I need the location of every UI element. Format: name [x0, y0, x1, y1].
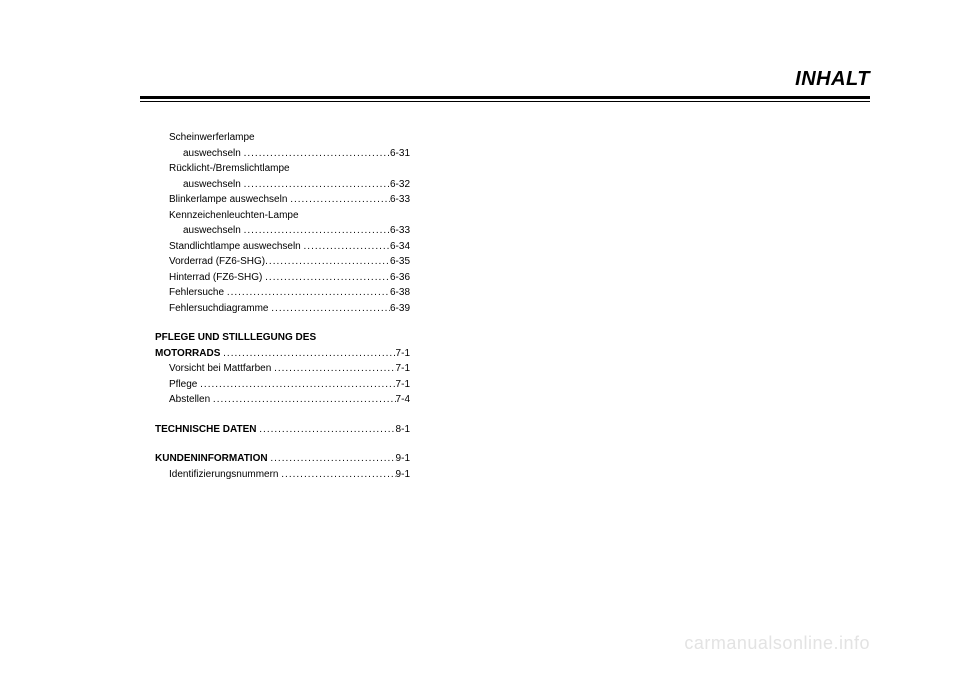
toc-label: Abstellen: [169, 392, 210, 408]
toc-dots: [223, 346, 395, 362]
header-rule-bottom: [140, 101, 870, 102]
toc-page: 6-34: [390, 239, 410, 255]
toc-page: 8-1: [396, 422, 410, 438]
toc-page: 9-1: [396, 451, 410, 467]
toc-page: 6-31: [390, 146, 410, 162]
toc-item: Kennzeichenleuchten-Lampe: [169, 208, 410, 224]
toc-page: 6-35: [390, 254, 410, 270]
toc-item: Abstellen 7-4: [169, 392, 410, 408]
toc-item-cont: auswechseln 6-32: [183, 177, 410, 193]
header-rule-top: [140, 96, 870, 99]
toc-label: auswechseln: [183, 146, 241, 162]
toc-page: 7-1: [396, 346, 410, 362]
toc-dots: [200, 377, 395, 393]
toc-item-cont: auswechseln 6-33: [183, 223, 410, 239]
toc-heading-label: MOTORRADS: [155, 346, 220, 362]
toc-page: 7-1: [396, 377, 410, 393]
toc-heading-label: PFLEGE UND STILLLEGUNG DES: [155, 330, 316, 346]
toc-item: Vorsicht bei Mattfarben 7-1: [169, 361, 410, 377]
toc-dots: [304, 239, 390, 255]
toc-item: Hinterrad (FZ6-SHG) 6-36: [169, 270, 410, 286]
toc-label: Vorsicht bei Mattfarben: [169, 361, 271, 377]
toc-item-cont: auswechseln 6-31: [183, 146, 410, 162]
toc-label: Hinterrad (FZ6-SHG): [169, 270, 262, 286]
toc-dots: [281, 467, 395, 483]
toc-item: Pflege 7-1: [169, 377, 410, 393]
toc-heading-label: KUNDENINFORMATION: [155, 451, 268, 467]
toc-label: auswechseln: [183, 223, 241, 239]
toc-section-heading: TECHNISCHE DATEN 8-1: [155, 422, 410, 438]
toc-page: 6-39: [390, 301, 410, 317]
toc-section-heading: MOTORRADS 7-1: [155, 346, 410, 362]
toc-label: Blinkerlampe auswechseln: [169, 192, 287, 208]
toc-dots: [213, 392, 396, 408]
toc-label: Pflege: [169, 377, 197, 393]
toc-page: 6-38: [390, 285, 410, 301]
watermark: carmanualsonline.info: [684, 633, 870, 654]
toc-item: Vorderrad (FZ6-SHG) 6-35: [169, 254, 410, 270]
toc-page: 6-33: [390, 223, 410, 239]
toc-label: Rücklicht-/Bremslichtlampe: [169, 161, 290, 177]
toc-page: 6-32: [390, 177, 410, 193]
toc-item: Fehlersuchdiagramme 6-39: [169, 301, 410, 317]
toc-dots: [271, 301, 390, 317]
toc-dots: [265, 270, 390, 286]
toc-dots: [265, 254, 390, 270]
toc-dots: [244, 146, 390, 162]
toc-section-heading: PFLEGE UND STILLLEGUNG DES: [155, 330, 410, 346]
toc-label: auswechseln: [183, 177, 241, 193]
toc-item: Blinkerlampe auswechseln 6-33: [169, 192, 410, 208]
toc-dots: [244, 177, 390, 193]
toc-label: Scheinwerferlampe: [169, 130, 255, 146]
toc-section-heading: KUNDENINFORMATION 9-1: [155, 451, 410, 467]
page-title: INHALT: [795, 68, 870, 91]
toc-page: 6-36: [390, 270, 410, 286]
toc-page: 7-1: [396, 361, 410, 377]
toc-item: Fehlersuche 6-38: [169, 285, 410, 301]
toc-dots: [290, 192, 390, 208]
toc-label: Vorderrad (FZ6-SHG): [169, 254, 265, 270]
toc-page: 6-33: [390, 192, 410, 208]
toc-item: Rücklicht-/Bremslichtlampe: [169, 161, 410, 177]
toc-heading-label: TECHNISCHE DATEN: [155, 422, 256, 438]
toc-dots: [259, 422, 395, 438]
toc-dots: [227, 285, 390, 301]
toc-item: Scheinwerferlampe: [169, 130, 410, 146]
toc-label: Fehlersuchdiagramme: [169, 301, 269, 317]
toc-dots: [274, 361, 395, 377]
toc-label: Identifizierungsnummern: [169, 467, 279, 483]
toc-item: Identifizierungsnummern 9-1: [169, 467, 410, 483]
page: INHALT Scheinwerferlampe auswechseln 6-3…: [0, 0, 960, 678]
toc-dots: [244, 223, 390, 239]
toc-label: Fehlersuche: [169, 285, 224, 301]
toc-page: 9-1: [396, 467, 410, 483]
toc-label: Standlichtlampe auswechseln: [169, 239, 301, 255]
toc-content: Scheinwerferlampe auswechseln 6-31 Rückl…: [155, 130, 410, 482]
toc-dots: [270, 451, 395, 467]
toc-page: 7-4: [396, 392, 410, 408]
toc-label: Kennzeichenleuchten-Lampe: [169, 208, 299, 224]
toc-item: Standlichtlampe auswechseln 6-34: [169, 239, 410, 255]
